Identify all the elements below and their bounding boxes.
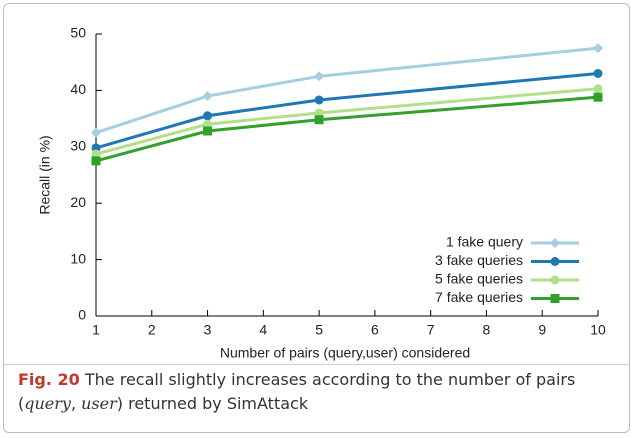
x-tick-label: 9: [538, 322, 546, 338]
marker: [203, 111, 213, 121]
y-tick-label: 50: [70, 25, 86, 41]
marker: [593, 43, 603, 54]
marker: [314, 115, 324, 125]
marker: [550, 238, 560, 248]
x-tick-label: 7: [427, 322, 435, 338]
caption: Fig. 20 The recall slightly increases ac…: [18, 368, 618, 416]
marker: [550, 257, 560, 266]
legend-label: 3 fake queries: [435, 252, 523, 268]
x-tick-label: 10: [590, 322, 606, 338]
caption-text: ) returned by SimAttack: [116, 394, 309, 413]
marker: [550, 275, 560, 285]
x-tick-label: 6: [371, 322, 379, 338]
y-tick-label: 0: [78, 307, 86, 323]
series-line: [95, 46, 599, 135]
caption-label: Fig. 20: [18, 370, 80, 389]
caption-text: user: [81, 394, 117, 413]
marker: [593, 68, 603, 78]
marker: [202, 91, 213, 102]
marker: [593, 84, 603, 94]
series-line: [95, 71, 599, 150]
marker: [91, 149, 101, 159]
caption-text: ,: [70, 394, 82, 413]
figure-frame: [3, 3, 630, 433]
marker: [91, 143, 101, 153]
marker: [314, 95, 324, 105]
marker: [203, 119, 213, 129]
y-tick-label: 10: [70, 250, 86, 266]
legend-label: 7 fake queries: [435, 289, 523, 305]
marker: [91, 127, 101, 138]
x-tick-label: 2: [148, 322, 156, 338]
y-axis-label: Recall (in %): [37, 135, 53, 214]
marker: [593, 92, 603, 102]
x-tick-label: 1: [92, 322, 100, 338]
marker: [91, 156, 101, 166]
caption-text: The recall slightly increases according …: [18, 370, 576, 413]
separator: [4, 364, 629, 365]
marker: [203, 126, 213, 136]
x-tick-label: 5: [315, 322, 323, 338]
x-tick-label: 8: [483, 322, 491, 338]
legend-label: 1 fake query: [446, 234, 523, 250]
marker: [550, 294, 560, 303]
caption-text: query: [24, 394, 71, 413]
x-tick-label: 4: [259, 322, 267, 338]
marker: [314, 108, 324, 118]
marker: [314, 71, 325, 82]
series-line: [95, 87, 599, 156]
y-tick-label: 20: [70, 194, 86, 210]
x-axis-label: Number of pairs (query,user) considered: [220, 345, 470, 361]
y-tick-label: 30: [70, 138, 86, 154]
series-line: [95, 95, 599, 163]
y-tick-label: 40: [70, 81, 86, 97]
x-tick-label: 3: [204, 322, 212, 338]
legend-label: 5 fake queries: [435, 271, 523, 287]
